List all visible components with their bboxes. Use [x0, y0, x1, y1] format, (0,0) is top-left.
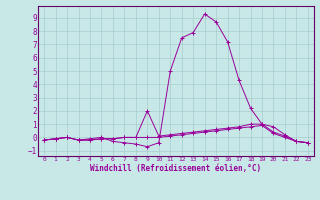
- X-axis label: Windchill (Refroidissement éolien,°C): Windchill (Refroidissement éolien,°C): [91, 164, 261, 173]
